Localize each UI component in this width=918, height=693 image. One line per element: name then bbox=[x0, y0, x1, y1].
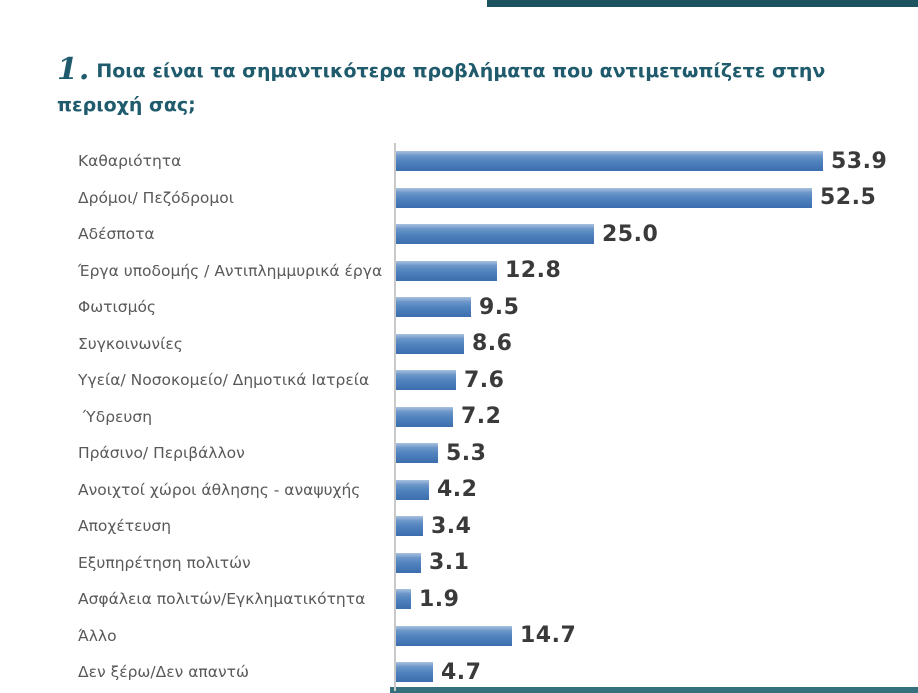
chart-row: Δεν ξέρω/Δεν απαντώ 4.7 bbox=[60, 654, 900, 691]
bar bbox=[396, 151, 823, 172]
category-label: Αδέσποτα bbox=[78, 225, 155, 244]
chart-row: Εξυπηρέτηση πολιτών 3.1 bbox=[60, 544, 900, 581]
plot-area: 25.0 bbox=[394, 216, 900, 253]
value-label: 9.5 bbox=[479, 294, 520, 320]
bar bbox=[396, 589, 411, 610]
plot-area: 12.8 bbox=[394, 252, 900, 289]
value-label: 3.4 bbox=[431, 513, 472, 539]
bar bbox=[396, 516, 423, 537]
category-label: Εξυπηρέτηση πολιτών bbox=[78, 553, 251, 572]
value-label: 5.3 bbox=[446, 440, 487, 466]
category-label: Ανοιχτοί χώροι άθλησης - αναψυχής bbox=[78, 480, 361, 499]
value-label: 52.5 bbox=[820, 185, 877, 211]
category-label: Έργα υποδομής / Αντιπλημμυρικά έργα bbox=[78, 261, 383, 280]
bar bbox=[396, 625, 512, 646]
bar bbox=[396, 479, 429, 500]
plot-area: 14.7 bbox=[394, 617, 900, 654]
category-label: Δεν ξέρω/Δεν απαντώ bbox=[78, 663, 249, 682]
value-label: 12.8 bbox=[505, 258, 562, 284]
value-label: 53.9 bbox=[831, 148, 888, 174]
category-label: Αποχέτευση bbox=[78, 517, 172, 536]
plot-area: 1.9 bbox=[394, 581, 900, 618]
plot-area: 53.9 bbox=[394, 143, 900, 180]
chart-row: Έργα υποδομής / Αντιπλημμυρικά έργα 12.8 bbox=[60, 252, 900, 289]
bar bbox=[396, 662, 433, 683]
chart-row: Πράσινο/ Περιβάλλον 5.3 bbox=[60, 435, 900, 472]
category-label: Υγεία/ Νοσοκομείο/ Δημοτικά Ιατρεία bbox=[78, 371, 370, 390]
bar-chart: Καθαριότητα 53.9 Δρόμοι/ Πεζόδρομοι 52.5 Αδέ… bbox=[60, 143, 900, 691]
value-label: 4.7 bbox=[441, 659, 482, 685]
bar bbox=[396, 552, 421, 573]
category-label: Φωτισμός bbox=[78, 298, 157, 317]
category-label: Καθαριότητα bbox=[78, 152, 182, 171]
chart-row: Ασφάλεια πολιτών/Εγκληματικότητα 1.9 bbox=[60, 581, 900, 618]
bottom-accent-strip bbox=[390, 687, 918, 693]
chart-row: Συγκοινωνίες 8.6 bbox=[60, 325, 900, 362]
chart-row: Ανοιχτοί χώροι άθλησης - αναψυχής 4.2 bbox=[60, 471, 900, 508]
value-label: 8.6 bbox=[472, 331, 513, 357]
plot-area: 3.4 bbox=[394, 508, 900, 545]
category-label: Ασφάλεια πολιτών/Εγκληματικότητα bbox=[78, 590, 366, 609]
chart-row: Δρόμοι/ Πεζόδρομοι 52.5 bbox=[60, 179, 900, 216]
bar bbox=[396, 370, 456, 391]
value-label: 3.1 bbox=[429, 550, 470, 576]
category-label: Δρόμοι/ Πεζόδρομοι bbox=[78, 188, 235, 207]
chart-row: Υγεία/ Νοσοκομείο/ Δημοτικά Ιατρεία 7.6 bbox=[60, 362, 900, 399]
value-label: 1.9 bbox=[419, 586, 460, 612]
category-label: Συγκοινωνίες bbox=[78, 334, 183, 353]
bar bbox=[396, 333, 464, 354]
value-label: 4.2 bbox=[437, 477, 478, 503]
plot-area: 7.6 bbox=[394, 362, 900, 399]
chart-row: Ύδρευση 7.2 bbox=[60, 398, 900, 435]
question-number: 1. bbox=[57, 52, 91, 87]
category-label: Ύδρευση bbox=[78, 407, 153, 426]
bar bbox=[396, 187, 812, 208]
value-label: 7.2 bbox=[461, 404, 502, 430]
top-accent-strip bbox=[487, 0, 918, 7]
plot-area: 4.7 bbox=[394, 654, 900, 691]
bar bbox=[396, 406, 453, 427]
value-label: 25.0 bbox=[602, 221, 659, 247]
plot-area: 3.1 bbox=[394, 544, 900, 581]
plot-area: 7.2 bbox=[394, 398, 900, 435]
value-label: 14.7 bbox=[520, 623, 577, 649]
chart-row: Φωτισμός 9.5 bbox=[60, 289, 900, 326]
bar bbox=[396, 297, 471, 318]
value-label: 7.6 bbox=[464, 367, 505, 393]
bar bbox=[396, 260, 497, 281]
question-text: Ποια είναι τα σημαντικότερα προβλήματα π… bbox=[57, 60, 826, 116]
category-label: Άλλο bbox=[78, 626, 117, 645]
plot-area: 4.2 bbox=[394, 471, 900, 508]
bar bbox=[396, 224, 594, 245]
chart-row: Καθαριότητα 53.9 bbox=[60, 143, 900, 180]
category-label: Πράσινο/ Περιβάλλον bbox=[78, 444, 245, 463]
plot-area: 9.5 bbox=[394, 289, 900, 326]
plot-area: 8.6 bbox=[394, 325, 900, 362]
plot-area: 52.5 bbox=[394, 179, 900, 216]
chart-row: Άλλο 14.7 bbox=[60, 617, 900, 654]
plot-area: 5.3 bbox=[394, 435, 900, 472]
chart-row: Αποχέτευση 3.4 bbox=[60, 508, 900, 545]
chart-title: 1. Ποια είναι τα σημαντικότερα προβλήματα… bbox=[57, 48, 872, 119]
chart-row: Αδέσποτα 25.0 bbox=[60, 216, 900, 253]
bar bbox=[396, 443, 438, 464]
